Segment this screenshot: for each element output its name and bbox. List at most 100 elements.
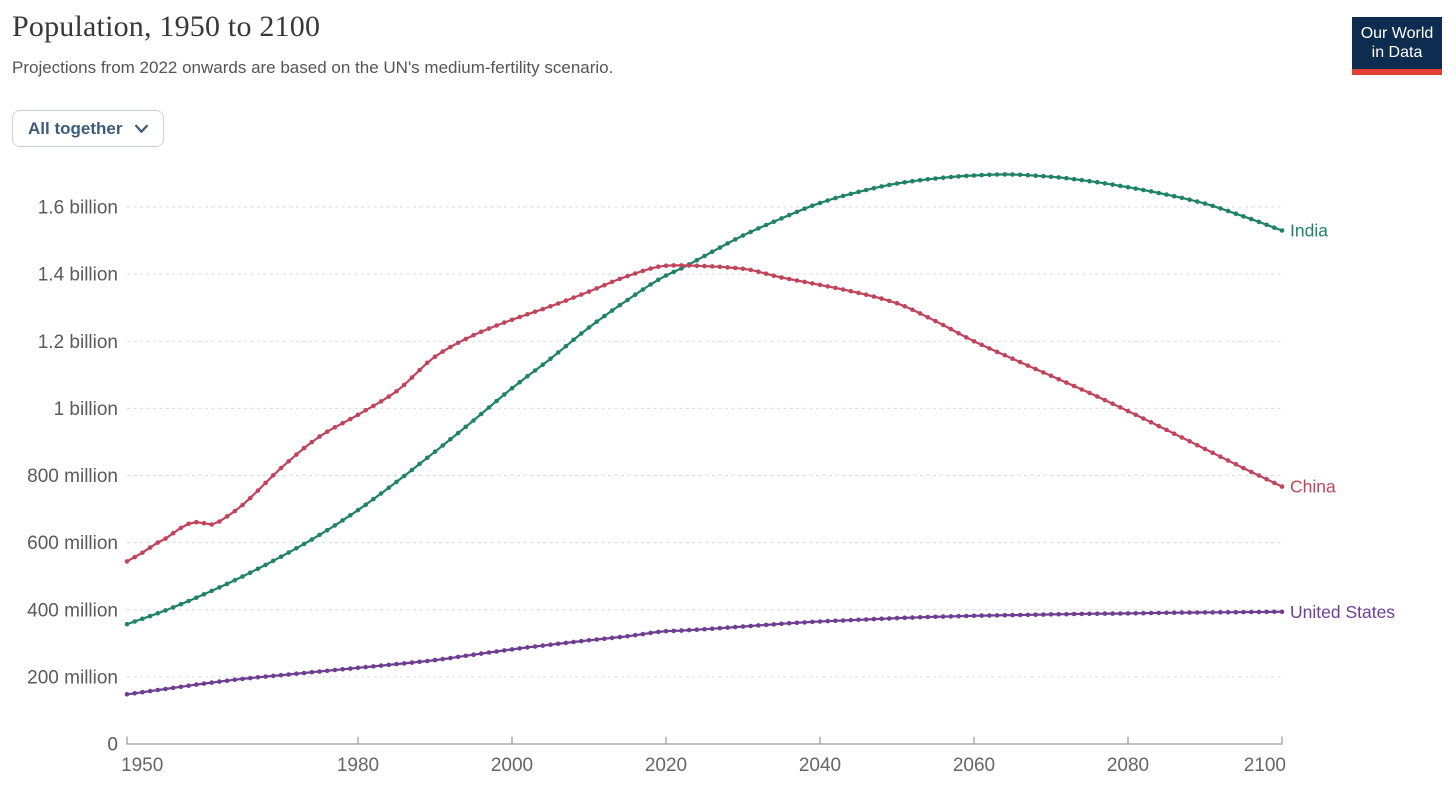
data-point-united-states [1033,612,1038,617]
data-point-india [1179,195,1185,201]
series-label-united-states[interactable]: United States [1290,602,1395,622]
data-point-india [1094,179,1100,185]
data-point-china [632,271,638,276]
data-point-india [463,424,469,430]
data-point-india [987,172,992,178]
data-point-india [355,507,361,513]
data-point-united-states [848,617,854,623]
data-point-china [1125,408,1131,414]
data-point-united-states [471,652,476,657]
data-point-india [271,558,276,564]
data-point-india [1272,225,1277,230]
data-point-china [740,266,746,272]
data-point-india [702,253,707,259]
series-label-india[interactable]: India [1290,220,1328,240]
data-point-china [733,265,738,271]
series-united-states[interactable]: United States [124,602,1396,697]
data-point-india [363,502,369,508]
data-point-china [232,508,238,514]
data-point-china [224,514,230,519]
data-point-china [363,408,369,413]
data-point-united-states [856,617,861,623]
owid-logo[interactable]: Our World in Data [1352,17,1442,75]
data-point-united-states [478,651,484,656]
data-point-united-states [779,621,784,627]
data-point-china [525,312,530,317]
series-line-united-states[interactable] [126,610,1282,696]
data-point-united-states [1272,609,1277,615]
data-point-china [425,360,430,366]
data-point-united-states [170,685,176,691]
series-india[interactable]: India [124,172,1329,627]
data-point-united-states [656,629,661,635]
data-point-china [786,276,792,282]
series-line-china[interactable] [126,264,1283,563]
data-point-china [964,335,969,340]
series-line-india[interactable] [126,173,1283,626]
data-point-united-states [1025,612,1031,618]
data-point-india [263,562,268,568]
data-point-india [902,180,907,185]
data-point-china [1248,469,1254,475]
data-point-india [740,233,746,238]
entity-selector-dropdown[interactable]: All together [12,110,165,147]
data-point-china [917,311,923,316]
data-point-india [1218,206,1223,211]
y-axis-tick-label: 800 million [27,466,118,487]
data-point-china [987,346,992,351]
series-china[interactable]: China [124,263,1336,564]
data-point-china [1041,370,1046,375]
data-point-united-states [948,614,954,619]
data-point-china [779,275,784,280]
data-point-india [810,203,815,208]
x-axis-tick-label: 1980 [337,755,379,776]
data-point-china [1056,376,1061,382]
data-point-china [702,263,707,269]
data-point-china [1187,439,1192,444]
data-point-china [579,292,584,297]
data-point-india [856,189,861,195]
x-axis-tick-label: 2000 [491,755,533,776]
data-point-china [201,520,207,526]
data-point-india [1225,208,1231,214]
data-point-united-states [763,622,769,628]
data-point-china [1025,363,1031,368]
data-point-india [1256,219,1262,225]
data-point-united-states [1225,609,1231,615]
data-point-united-states [517,646,522,651]
data-point-india [671,269,676,275]
data-point-china [432,354,438,360]
data-point-china [170,530,176,536]
data-point-india [301,541,307,547]
series-label-china[interactable]: China [1290,477,1336,497]
data-point-united-states [425,658,430,664]
data-point-united-states [956,613,961,619]
data-point-india [1010,172,1015,177]
data-point-united-states [871,616,877,622]
data-point-united-states [1002,612,1008,618]
x-axis-tick-label: 2100 [1244,755,1286,776]
y-axis-tick-label: 1 billion [54,399,118,420]
data-point-united-states [486,650,492,655]
data-point-china [1279,484,1285,489]
data-point-united-states [1148,610,1154,616]
data-point-united-states [933,614,938,620]
data-point-china [217,519,222,524]
entity-selector-label: All together [28,118,123,138]
data-point-united-states [417,659,422,665]
data-point-china [194,519,199,525]
data-point-united-states [448,655,453,661]
data-point-united-states [194,682,199,687]
data-point-china [509,317,515,323]
data-point-china [925,315,931,320]
data-point-china [794,278,800,283]
data-point-china [1272,480,1277,486]
data-point-china [548,304,553,309]
data-point-india [401,473,407,479]
data-point-india [771,219,777,224]
data-point-china [1164,427,1169,433]
data-point-china [933,318,938,324]
data-point-india [124,621,130,627]
data-point-china [540,306,546,312]
